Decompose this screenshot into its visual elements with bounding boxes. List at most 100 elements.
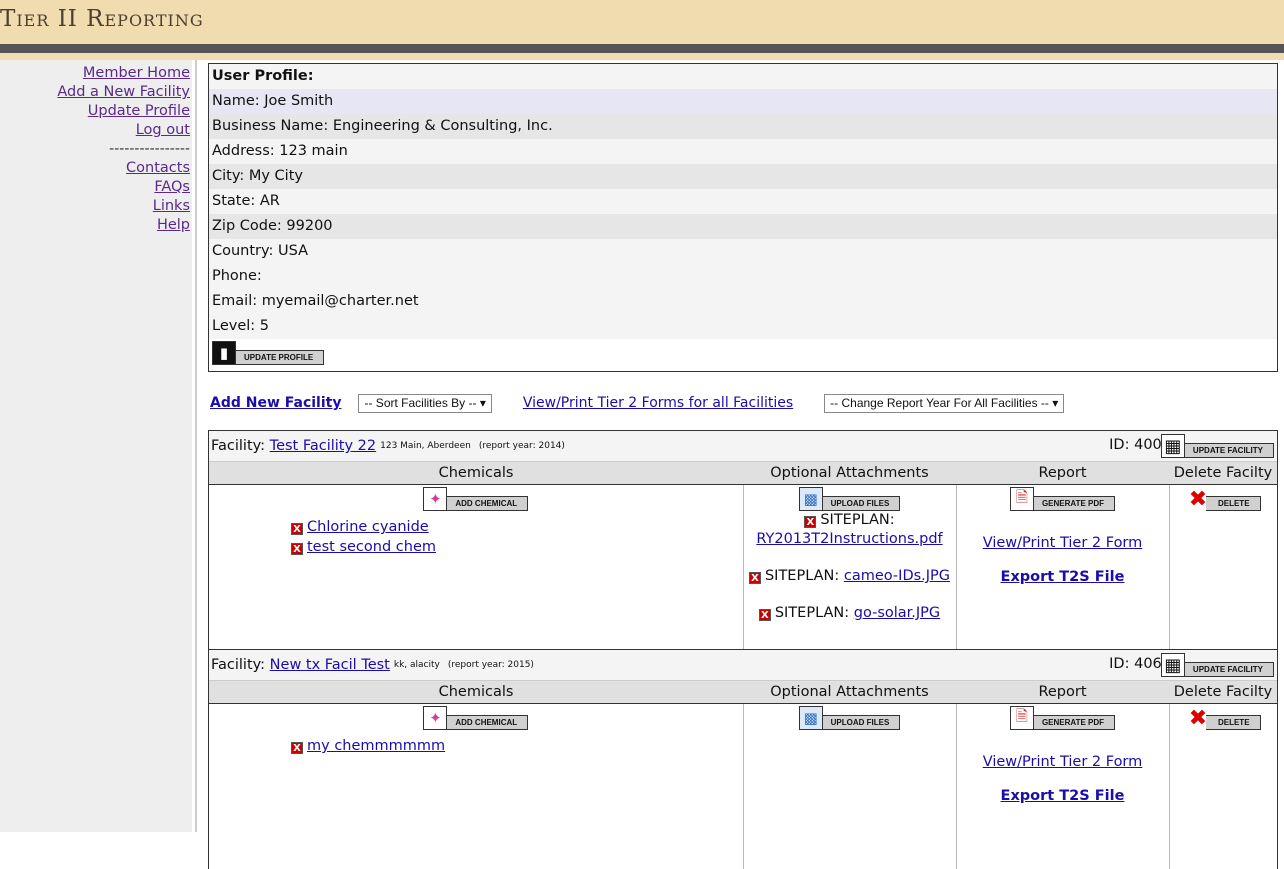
delete-facility-button[interactable]: ✖ DELETE	[1186, 486, 1261, 512]
facility-table: Chemicals Optional Attachments Report Delet…	[209, 461, 1277, 650]
generate-pdf-button-label: GENERATE PDF	[1029, 715, 1116, 730]
sidebar-item-log-out[interactable]: Log out	[135, 122, 190, 138]
facility-header: Facility: Test Facility 22 123 Main, Abe…	[209, 431, 1277, 461]
column-attachments: Optional Attachments	[743, 461, 956, 485]
add-chemical-button-label: ADD CHEMICAL	[443, 715, 529, 730]
sidebar-separator: ----------------	[109, 141, 190, 157]
attachment-item: X SITEPLAN: go-solar.JPG	[745, 604, 955, 623]
update-facility-button[interactable]: ▦ UPDATE FACILITY	[1160, 653, 1274, 677]
export-t2s-link[interactable]: Export T2S File	[1000, 788, 1125, 804]
attachment-link[interactable]: cameo-IDs.JPG	[843, 568, 951, 584]
update-facility-button[interactable]: ▦ UPDATE FACILITY	[1160, 434, 1274, 458]
facility-label: Facility:	[211, 438, 266, 454]
export-t2s-link[interactable]: Export T2S File	[1000, 569, 1125, 585]
sidebar-item-member-home[interactable]: Member Home	[82, 65, 190, 81]
chemical-item: X Chlorine cyanide	[291, 517, 742, 537]
upload-icon: ▩	[798, 706, 823, 730]
view-print-form-link[interactable]: View/Print Tier 2 Form	[982, 535, 1143, 551]
delete-chemical-icon[interactable]: X	[291, 742, 303, 754]
siteplan-label: SITEPLAN:	[764, 568, 840, 584]
molecule-icon: ✦	[423, 487, 448, 511]
delete-chemical-icon[interactable]: X	[291, 543, 303, 555]
upload-files-button[interactable]: ▩ UPLOAD FILES	[798, 706, 901, 730]
facility-card: Facility: Test Facility 22 123 Main, Abe…	[208, 430, 1278, 650]
change-report-year-select[interactable]: -- Change Report Year For All Facilities…	[824, 393, 1065, 413]
facility-name-link[interactable]: Test Facility 22	[269, 438, 377, 454]
sidebar-item-faqs[interactable]: FAQs	[154, 179, 190, 195]
sidebar-divider	[195, 60, 197, 832]
delete-chemical-icon[interactable]: X	[291, 523, 303, 535]
header: Tier II Reporting	[0, 0, 1284, 46]
attachment-link[interactable]: RY2013T2Instructions.pdf	[756, 531, 943, 547]
user-profile-panel: User Profile: Name: Joe Smith Business N…	[208, 63, 1278, 372]
profile-phone: Phone:	[209, 264, 1277, 289]
add-chemical-button[interactable]: ✦ ADD CHEMICAL	[423, 487, 529, 511]
building-icon: ▦	[1160, 653, 1185, 677]
column-chemicals: Chemicals	[209, 461, 743, 485]
add-chemical-button[interactable]: ✦ ADD CHEMICAL	[423, 706, 529, 730]
siteplan-label: SITEPLAN:	[774, 605, 850, 621]
facility-toolbar: Add New Facility -- Sort Facilities By -…	[210, 392, 1280, 414]
siteplan-label: SITEPLAN:	[820, 512, 895, 528]
view-print-form-link[interactable]: View/Print Tier 2 Form	[982, 754, 1143, 770]
profile-name: Name: Joe Smith	[209, 89, 1277, 114]
profile-state: State: AR	[209, 189, 1277, 214]
sidebar-item-help[interactable]: Help	[156, 217, 190, 233]
building-icon: ▦	[1160, 434, 1185, 458]
facility-report-year: (report year: 2015)	[447, 660, 534, 670]
update-facility-button-label: UPDATE FACILITY	[1180, 662, 1274, 677]
header-spacer	[0, 53, 1284, 60]
sort-select-value: -- Sort Facilities By --	[364, 395, 477, 410]
header-divider	[0, 44, 1284, 53]
profile-level: Level: 5	[209, 314, 1277, 339]
facility-header: Facility: New tx Facil Test kk, alacity (…	[209, 650, 1277, 680]
attachment-link[interactable]: go-solar.JPG	[853, 605, 941, 621]
sidebar: Member Home Add a New Facility Update Pr…	[0, 60, 192, 832]
chemical-link[interactable]: my chemmmmmm	[307, 738, 446, 754]
add-new-facility-link[interactable]: Add New Facility	[210, 395, 342, 411]
facility-name-link[interactable]: New tx Facil Test	[269, 657, 390, 673]
profile-address: Address: 123 main	[209, 139, 1277, 164]
column-delete: Delete Facilty	[1169, 461, 1277, 485]
delete-attachment-icon[interactable]: X	[748, 572, 761, 584]
sidebar-item-add-facility[interactable]: Add a New Facility	[57, 84, 190, 100]
delete-x-icon: ✖	[1188, 705, 1208, 731]
facility-label: Facility:	[211, 657, 266, 673]
delete-attachment-icon[interactable]: X	[804, 516, 817, 528]
generate-pdf-button[interactable]: 🗎 GENERATE PDF	[1009, 487, 1116, 511]
delete-x-icon: ✖	[1188, 486, 1208, 512]
view-print-all-link[interactable]: View/Print Tier 2 Forms for all Faciliti…	[522, 395, 794, 411]
chemical-link[interactable]: test second chem	[307, 539, 436, 555]
sort-facilities-select[interactable]: -- Sort Facilities By -- ▾	[358, 393, 492, 413]
delete-facility-button-label: DELETE	[1205, 715, 1261, 730]
generate-pdf-button-label: GENERATE PDF	[1029, 496, 1116, 511]
attachment-item: X SITEPLAN: cameo-IDs.JPG	[745, 567, 955, 586]
facility-id: ID: 4069	[1109, 656, 1171, 672]
add-chemical-button-label: ADD CHEMICAL	[443, 496, 529, 511]
upload-files-button-label: UPLOAD FILES	[818, 715, 901, 730]
upload-files-button[interactable]: ▩ UPLOAD FILES	[798, 487, 901, 511]
sidebar-item-contacts[interactable]: Contacts	[126, 160, 190, 176]
profile-business: Business Name: Engineering & Consulting,…	[209, 114, 1277, 139]
delete-facility-button[interactable]: ✖ DELETE	[1186, 705, 1261, 731]
facility-table: Chemicals Optional Attachments Report Delet…	[209, 680, 1277, 869]
update-profile-label: UPDATE PROFILE	[232, 350, 325, 365]
update-profile-button[interactable]: ▮ UPDATE PROFILE	[212, 341, 325, 365]
column-attachments: Optional Attachments	[743, 680, 956, 704]
facility-id: ID: 4001	[1109, 437, 1171, 453]
facility-card: Facility: New tx Facil Test kk, alacity (…	[208, 649, 1278, 869]
user-icon: ▮	[212, 341, 236, 365]
sidebar-item-update-profile[interactable]: Update Profile	[87, 103, 190, 119]
delete-attachment-icon[interactable]: X	[758, 609, 771, 621]
facility-report-year: (report year: 2014)	[478, 441, 565, 451]
chemical-link[interactable]: Chlorine cyanide	[307, 519, 429, 535]
pdf-icon: 🗎	[1009, 487, 1034, 511]
generate-pdf-button[interactable]: 🗎 GENERATE PDF	[1009, 706, 1116, 730]
profile-city: City: My City	[209, 164, 1277, 189]
facility-address: 123 Main, Aberdeen	[380, 441, 471, 451]
delete-facility-button-label: DELETE	[1205, 496, 1261, 511]
profile-country: Country: USA	[209, 239, 1277, 264]
sidebar-item-links[interactable]: Links	[152, 198, 190, 214]
